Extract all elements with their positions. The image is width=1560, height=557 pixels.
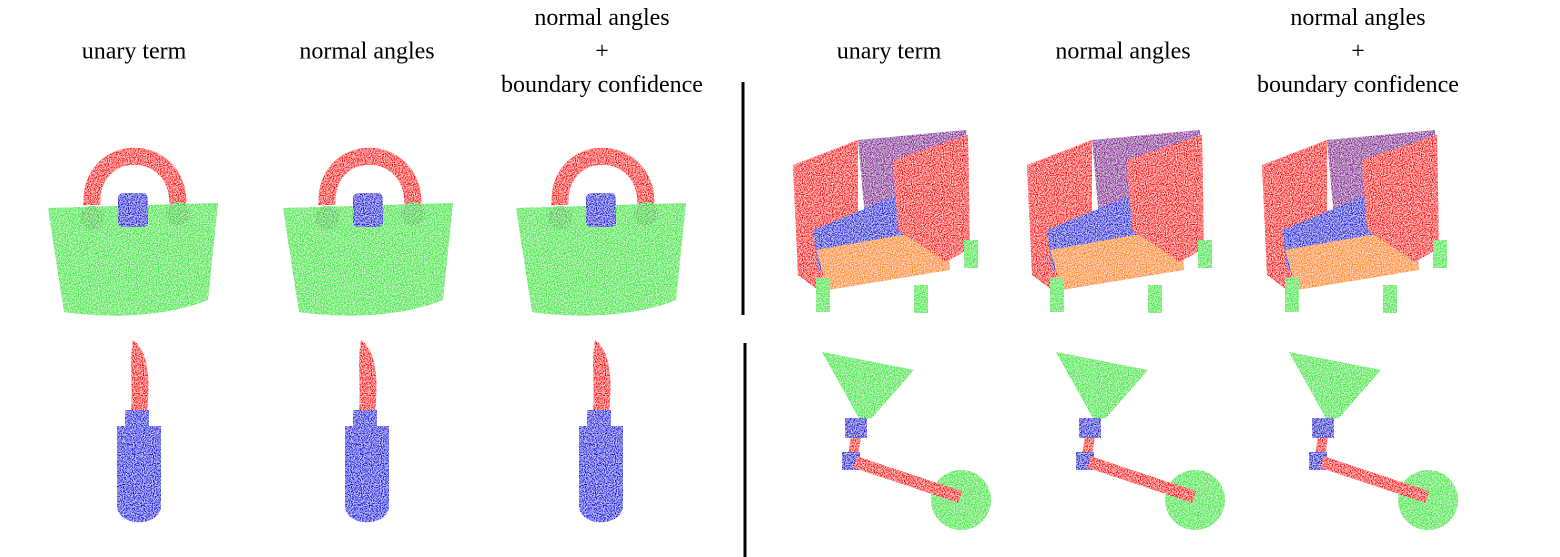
column-header: unary term [82, 39, 187, 65]
chair-unary [793, 130, 978, 313]
chair-boundary [1262, 130, 1447, 313]
lipstick-boundary [579, 340, 623, 522]
column-header: unary term [837, 39, 942, 65]
column-header: + [1351, 39, 1365, 65]
column-header: + [595, 39, 609, 65]
column-header: normal angles [1055, 39, 1190, 65]
column-header: normal angles [534, 5, 669, 31]
images [48, 130, 1458, 530]
bag-normal [283, 156, 453, 315]
column-header: boundary confidence [501, 72, 703, 98]
lamp-unary [822, 352, 991, 530]
bag-boundary [516, 156, 686, 315]
column-header: boundary confidence [1257, 72, 1459, 98]
lamp-normal [1056, 352, 1225, 530]
column-headers: unary term normal angles normal angles + bou… [82, 5, 1459, 98]
lamp-boundary [1289, 352, 1458, 530]
lipstick-unary [117, 340, 161, 522]
lipstick-normal [345, 340, 389, 522]
chair-normal [1027, 130, 1212, 313]
column-header: normal angles [1290, 5, 1425, 31]
bag-unary [48, 156, 218, 315]
column-header: normal angles [299, 39, 434, 65]
